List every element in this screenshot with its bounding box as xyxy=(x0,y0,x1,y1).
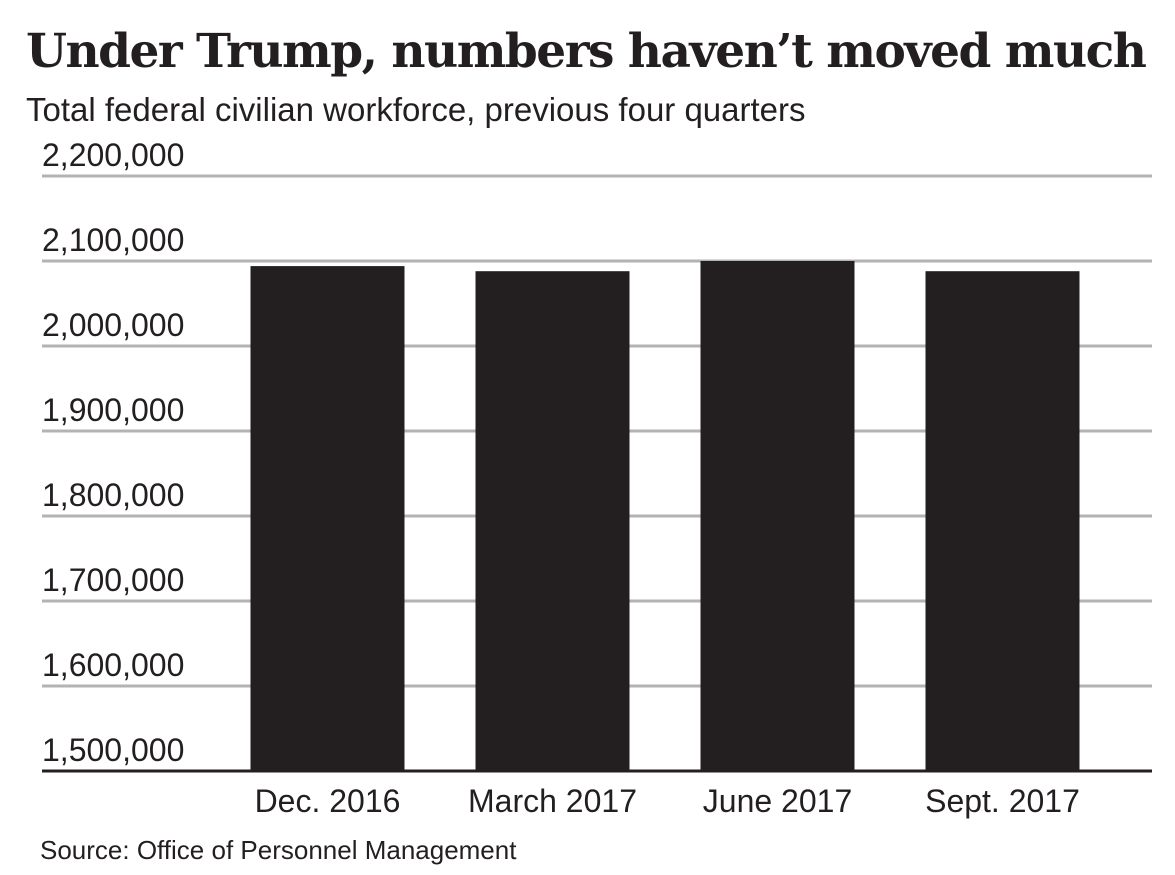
bar xyxy=(250,266,405,771)
bar xyxy=(700,261,855,771)
y-tick-label: 1,900,000 xyxy=(42,392,184,428)
chart-title: Under Trump, numbers haven’t moved much xyxy=(26,24,1147,79)
y-tick-label: 1,500,000 xyxy=(42,732,184,768)
source-note: Source: Office of Personnel Management xyxy=(40,835,517,865)
chart-subtitle: Total federal civilian workforce, previo… xyxy=(26,91,806,128)
y-tick-label: 1,700,000 xyxy=(42,562,184,598)
x-tick-label: March 2017 xyxy=(468,783,637,819)
x-tick-label: Dec. 2016 xyxy=(255,783,401,819)
bar xyxy=(475,271,630,771)
y-tick-label: 1,600,000 xyxy=(42,647,184,683)
bar xyxy=(925,271,1080,771)
y-tick-label: 2,000,000 xyxy=(42,307,184,343)
bars xyxy=(250,261,1080,771)
x-tick-label: June 2017 xyxy=(703,783,852,819)
y-tick-label: 2,100,000 xyxy=(42,222,184,258)
y-axis-tick-labels: 1,500,000 1,600,000 1,700,000 1,800,000 1,90… xyxy=(42,137,184,768)
x-axis-tick-labels: Dec. 2016 March 2017 June 2017 Sept. 2017 xyxy=(255,783,1080,819)
y-tick-label: 2,200,000 xyxy=(42,137,184,173)
x-tick-label: Sept. 2017 xyxy=(925,783,1080,819)
y-tick-label: 1,800,000 xyxy=(42,477,184,513)
